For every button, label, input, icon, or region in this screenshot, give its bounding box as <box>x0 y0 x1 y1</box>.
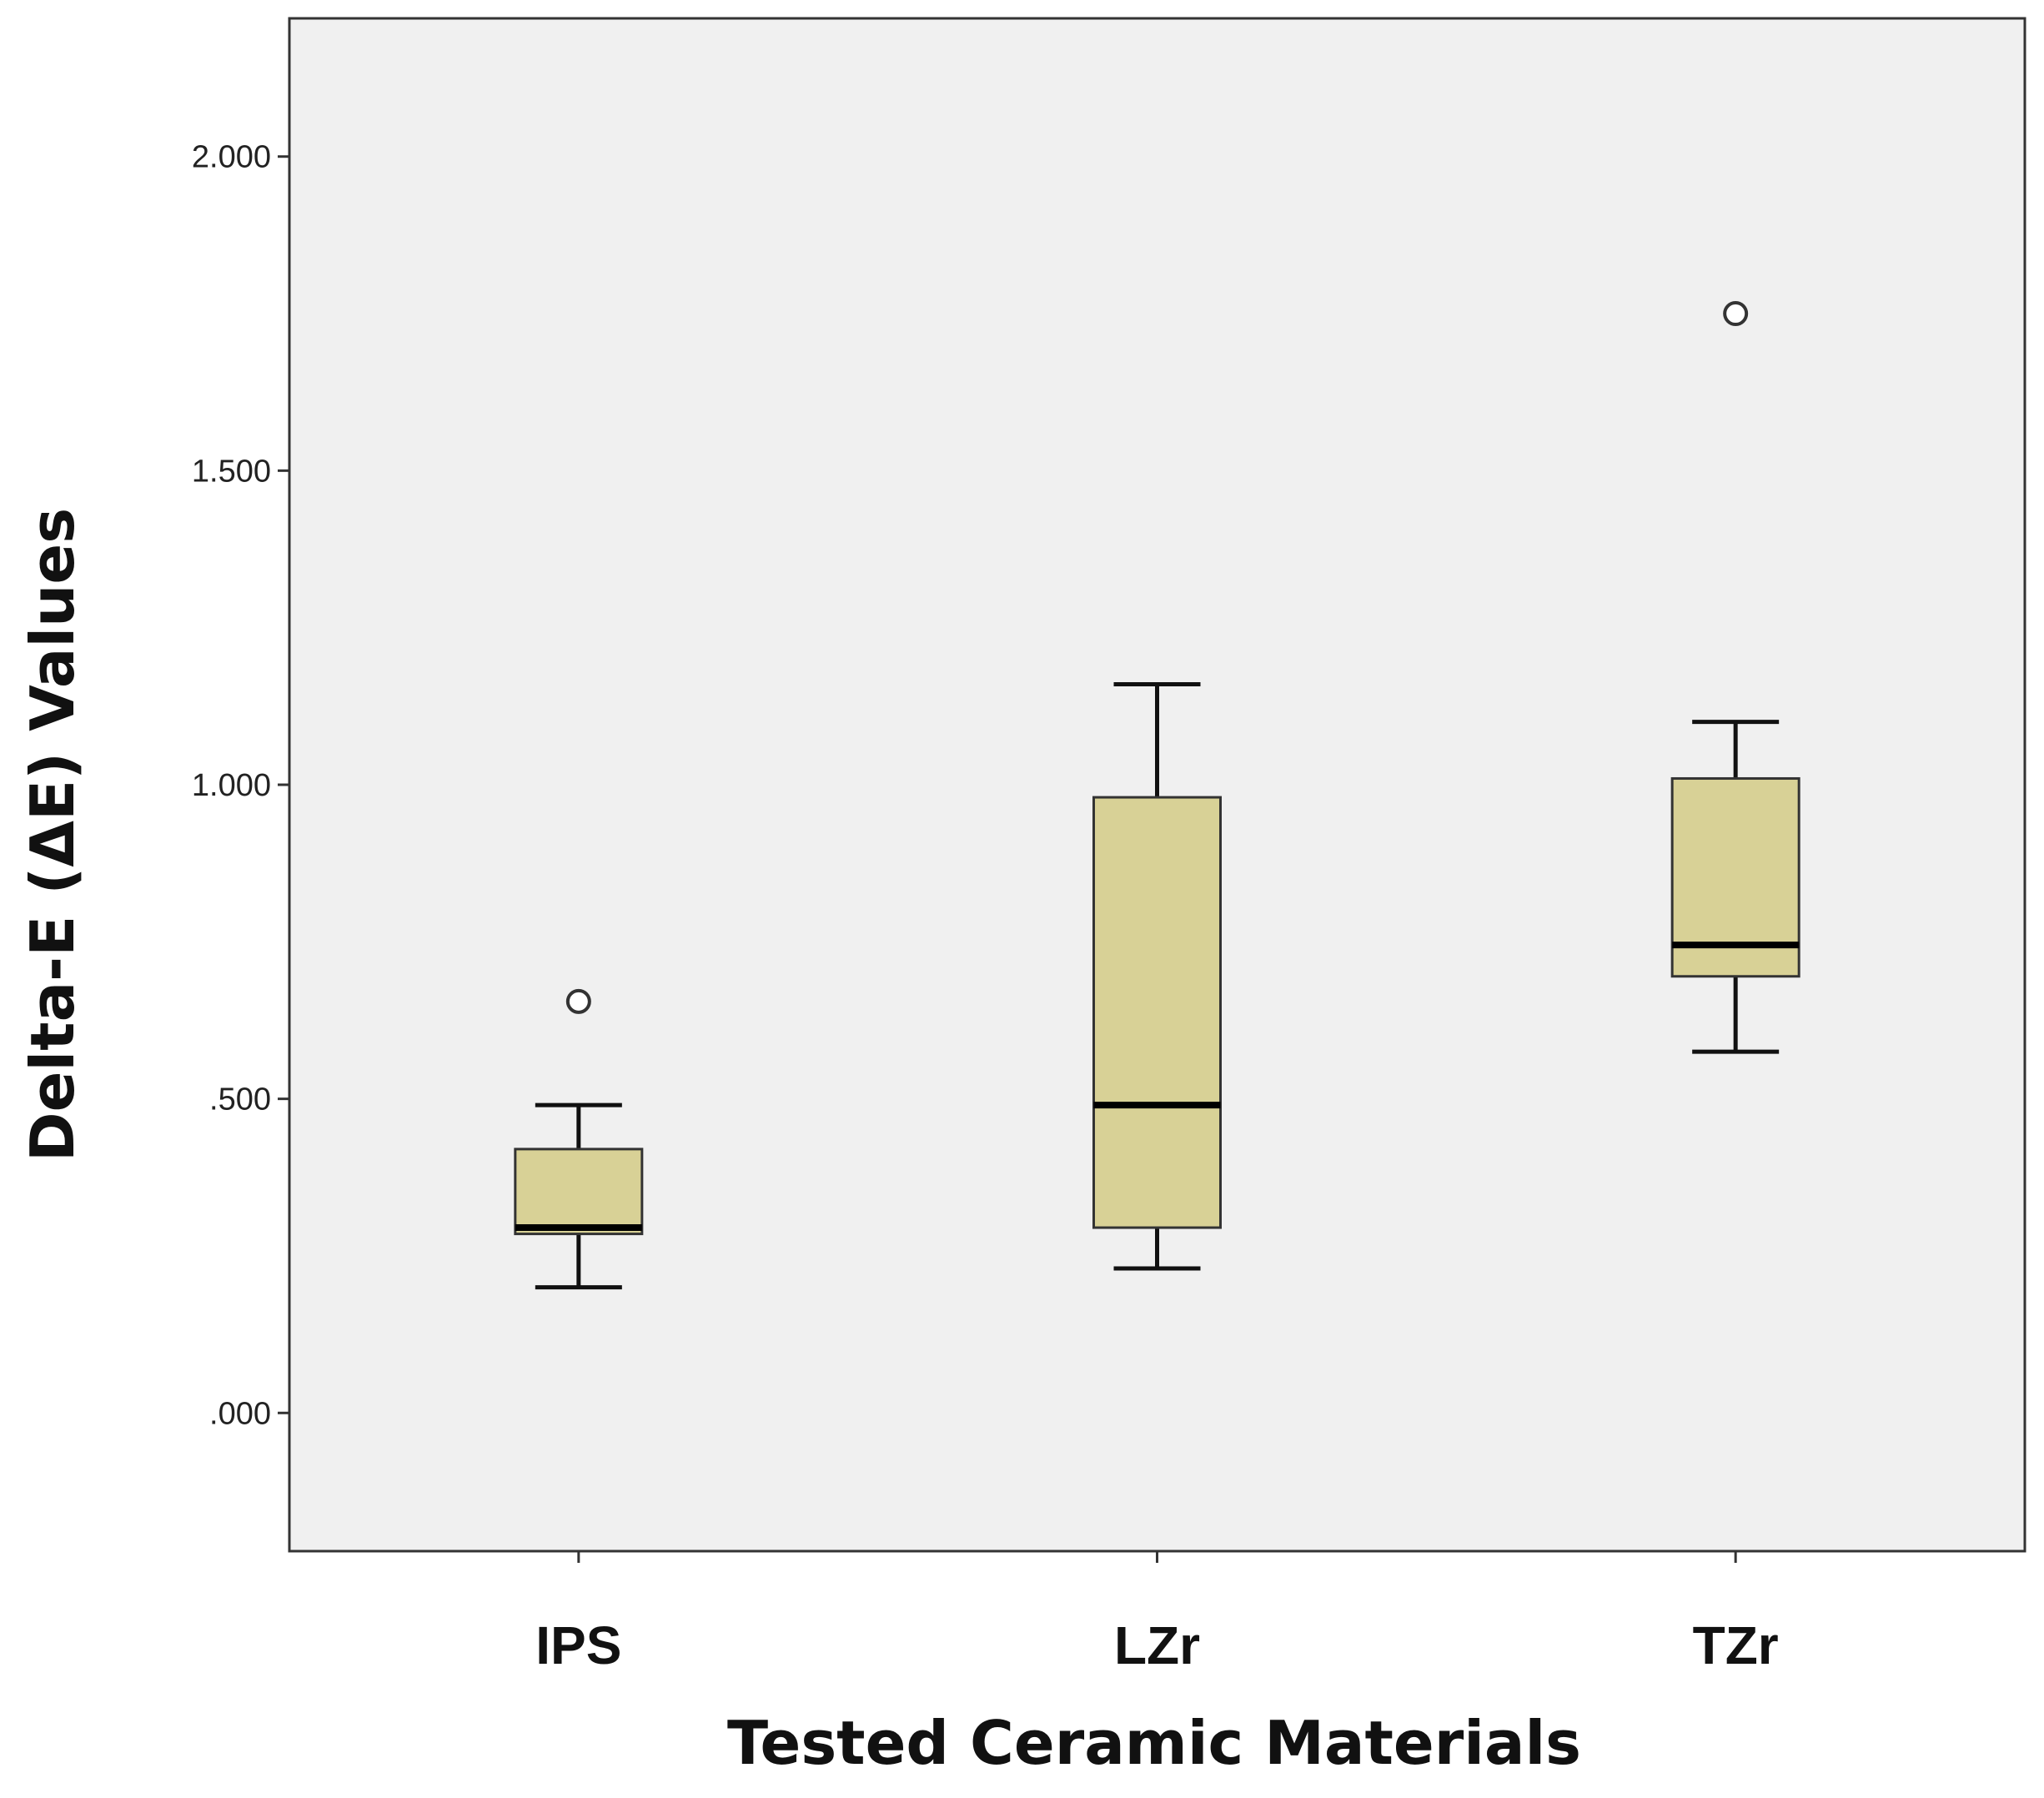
y-axis: .000 .500 1.000 1.500 2.000 <box>192 140 289 1431</box>
y-tick-label: 1.500 <box>192 454 271 489</box>
box-tzr <box>1670 301 1800 1054</box>
outlier-point <box>565 988 591 1014</box>
y-tick-label: .000 <box>209 1396 271 1431</box>
box-series <box>514 301 1800 1290</box>
y-axis-title: Delta-E (ΔE) Values <box>18 508 88 1162</box>
x-axis-title: Tested Ceramic Materials <box>727 1708 1581 1778</box>
iqr-box <box>514 1148 644 1236</box>
category-label: LZr <box>1114 1615 1200 1675</box>
category-label: TZr <box>1693 1615 1779 1675</box>
outlier-point <box>1723 301 1749 327</box>
box-lzr <box>1092 681 1222 1271</box>
category-label: IPS <box>535 1615 621 1675</box>
y-tick-label: .500 <box>209 1082 271 1117</box>
iqr-box <box>1092 796 1222 1229</box>
y-tick-label: 2.000 <box>192 140 271 175</box>
box-ips <box>514 988 644 1290</box>
x-axis: IPS LZr TZr <box>535 1551 1779 1675</box>
y-tick-label: 1.000 <box>192 768 271 803</box>
